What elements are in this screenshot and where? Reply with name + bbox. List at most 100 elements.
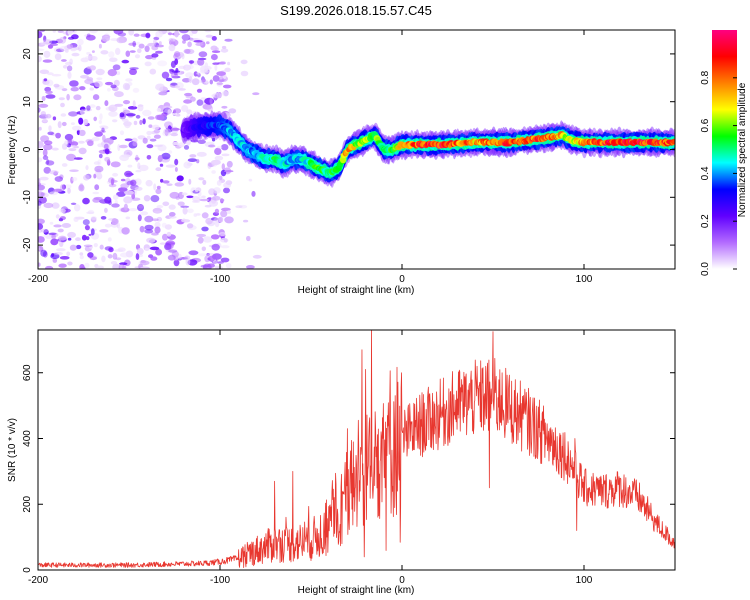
heatmap-noise-blob <box>162 105 173 109</box>
heatmap-noise-blob <box>246 235 251 242</box>
heatmap-noise-blob <box>159 163 164 167</box>
colorbar-ticks: 0.0 0.2 0.4 0.6 0.8 <box>700 70 737 276</box>
heatmap-noise-blob <box>139 225 145 233</box>
heatmap-noise-blob <box>243 219 249 223</box>
heatmap-noise-blob <box>156 205 164 209</box>
heatmap-noise-blob <box>210 45 218 51</box>
heatmap-noise-blob <box>59 36 67 44</box>
heatmap-noise-blob <box>101 255 106 263</box>
heatmap-noise-blob <box>113 30 124 35</box>
heatmap-noise-blob <box>156 107 162 112</box>
heatmap-noise-blob <box>202 179 207 185</box>
heatmap-noise-blob <box>172 112 178 116</box>
heatmap-noise-blob <box>153 129 161 134</box>
heatmap-noise-blob <box>206 253 210 256</box>
heatmap-noise-blob <box>104 148 110 155</box>
heatmap-noise-blob <box>70 141 79 147</box>
heatmap-noise-blob <box>181 34 191 41</box>
heatmap-noise-blob <box>178 257 189 260</box>
heatmap-noise-blob <box>121 118 129 122</box>
heatmap-noise-blob <box>73 145 79 149</box>
heatmap-noise-blob <box>178 88 186 91</box>
heatmap-noise-blob <box>139 254 143 257</box>
heatmap-noise-blob <box>109 57 118 63</box>
heatmap-noise-blob <box>119 130 125 136</box>
heatmap-noise-blob <box>67 187 71 194</box>
heatmap-noise-blob <box>160 178 164 183</box>
heatmap-noise-blob <box>117 247 126 252</box>
heatmap-noise-blob <box>179 30 189 34</box>
heatmap-noise-blob <box>70 87 79 92</box>
heatmap-noise-blob <box>139 119 143 125</box>
heatmap-noise-blob <box>197 236 204 244</box>
heatmap-noise-blob <box>92 191 100 195</box>
heatmap-noise-blob <box>212 195 221 201</box>
heatmap-noise-blob <box>99 244 104 250</box>
heatmap-noise-blob <box>125 50 131 57</box>
heatmap-noise-blob <box>196 99 204 106</box>
heatmap-ridge-cell <box>339 156 347 164</box>
heatmap-noise-blob <box>89 65 96 71</box>
snr-panel: -200 -100 0 100 0 200 400 600 Height of straig… <box>7 329 676 596</box>
x-tick-label: 100 <box>576 274 593 285</box>
heatmap-noise-blob <box>203 65 212 71</box>
heatmap-noise-blob <box>119 154 129 162</box>
heatmap-noise-blob <box>125 216 131 220</box>
heatmap-noise-blob <box>132 87 140 93</box>
heatmap-noise-blob <box>184 255 191 260</box>
heatmap-noise-blob <box>240 70 249 77</box>
heatmap-noise-blob <box>136 41 141 45</box>
heatmap-noise-blob <box>43 50 51 58</box>
colorbar-label: Normalized spectral amplitude <box>737 82 748 217</box>
heatmap-noise-blob <box>93 196 103 201</box>
heatmap-noise-blob <box>144 229 154 234</box>
heatmap-noise-blob <box>110 261 118 265</box>
heatmap-noise-blob <box>57 228 64 233</box>
heatmap-noise-blob <box>49 221 54 225</box>
heatmap-noise-blob <box>210 159 221 165</box>
heatmap-noise-blob <box>108 111 118 117</box>
heatmap-noise-blob <box>156 44 164 48</box>
heatmap-noise-blob <box>79 182 84 191</box>
heatmap-noise-blob <box>49 170 59 175</box>
heatmap-noise-blob <box>112 64 121 71</box>
heatmap-noise-blob <box>205 217 213 225</box>
snr-series-line <box>38 330 675 569</box>
heatmap-noise-blob <box>151 53 159 58</box>
heatmap-noise-blob <box>164 224 172 230</box>
heatmap-noise-blob <box>58 97 65 101</box>
heatmap-noise-blob <box>56 248 66 252</box>
heatmap-noise-blob <box>41 119 48 124</box>
heatmap-noise-blob <box>214 147 222 155</box>
heatmap-noise-blob <box>161 71 170 79</box>
heatmap-noise-blob <box>168 38 174 42</box>
heatmap-noise-blob <box>199 198 210 202</box>
heatmap-noise-blob <box>168 150 173 154</box>
heatmap-noise-blob <box>196 159 200 164</box>
heatmap-noise-blob <box>155 167 162 172</box>
heatmap-noise-blob <box>174 30 180 38</box>
heatmap-noise-blob <box>190 96 196 102</box>
heatmap-noise-blob <box>128 30 135 36</box>
x-tick-label: -100 <box>210 274 230 285</box>
heatmap-noise-blob <box>170 72 179 79</box>
heatmap-noise-blob <box>89 30 99 34</box>
heatmap-noise-blob <box>38 191 45 198</box>
heatmap-noise-blob <box>70 202 77 205</box>
heatmap-noise-blob <box>188 250 199 256</box>
heatmap-noise-blob <box>134 186 143 191</box>
heatmap-noise-blob <box>87 140 94 147</box>
heatmap-noise-blob <box>195 189 199 192</box>
heatmap-noise-blob <box>252 92 260 96</box>
heatmap-noise-blob <box>188 178 192 185</box>
heatmap-noise-blob <box>192 200 200 203</box>
heatmap-noise-blob <box>183 99 193 104</box>
heatmap-noise-blob <box>47 131 54 136</box>
heatmap-noise-blob <box>207 220 216 227</box>
heatmap-noise-blob <box>220 237 229 243</box>
heatmap-noise-blob <box>99 229 109 233</box>
heatmap-noise-blob <box>219 198 225 202</box>
heatmap-noise-blob <box>80 75 89 79</box>
heatmap-noise-blob <box>193 40 203 43</box>
heatmap-noise-blob <box>142 137 148 144</box>
